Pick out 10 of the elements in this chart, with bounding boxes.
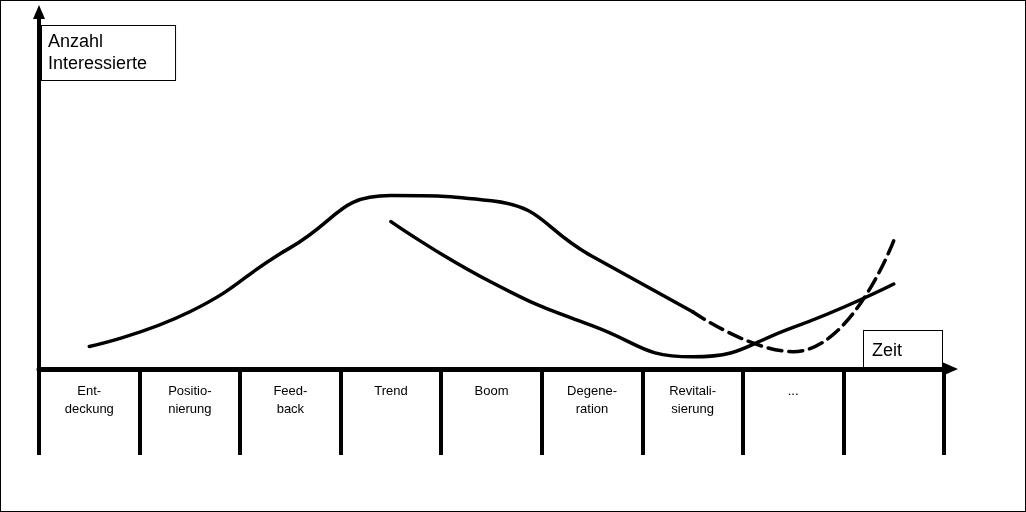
- x-tick-label: Positio- nierung: [168, 382, 212, 416]
- x-tick-label: ...: [787, 382, 799, 398]
- text: Anzahl Interessierte: [48, 31, 148, 73]
- x-axis-title: Zeit: [872, 340, 903, 360]
- x-tick-label: Ent- deckung: [64, 382, 114, 416]
- x-tick-label: Feed- back: [273, 382, 308, 416]
- x-tick-label: Degene- ration: [567, 382, 617, 416]
- x-tick-label: Boom: [474, 382, 509, 398]
- x-tick-label: Revitali- sierung: [669, 382, 717, 416]
- x-tick-label: Trend: [374, 382, 408, 398]
